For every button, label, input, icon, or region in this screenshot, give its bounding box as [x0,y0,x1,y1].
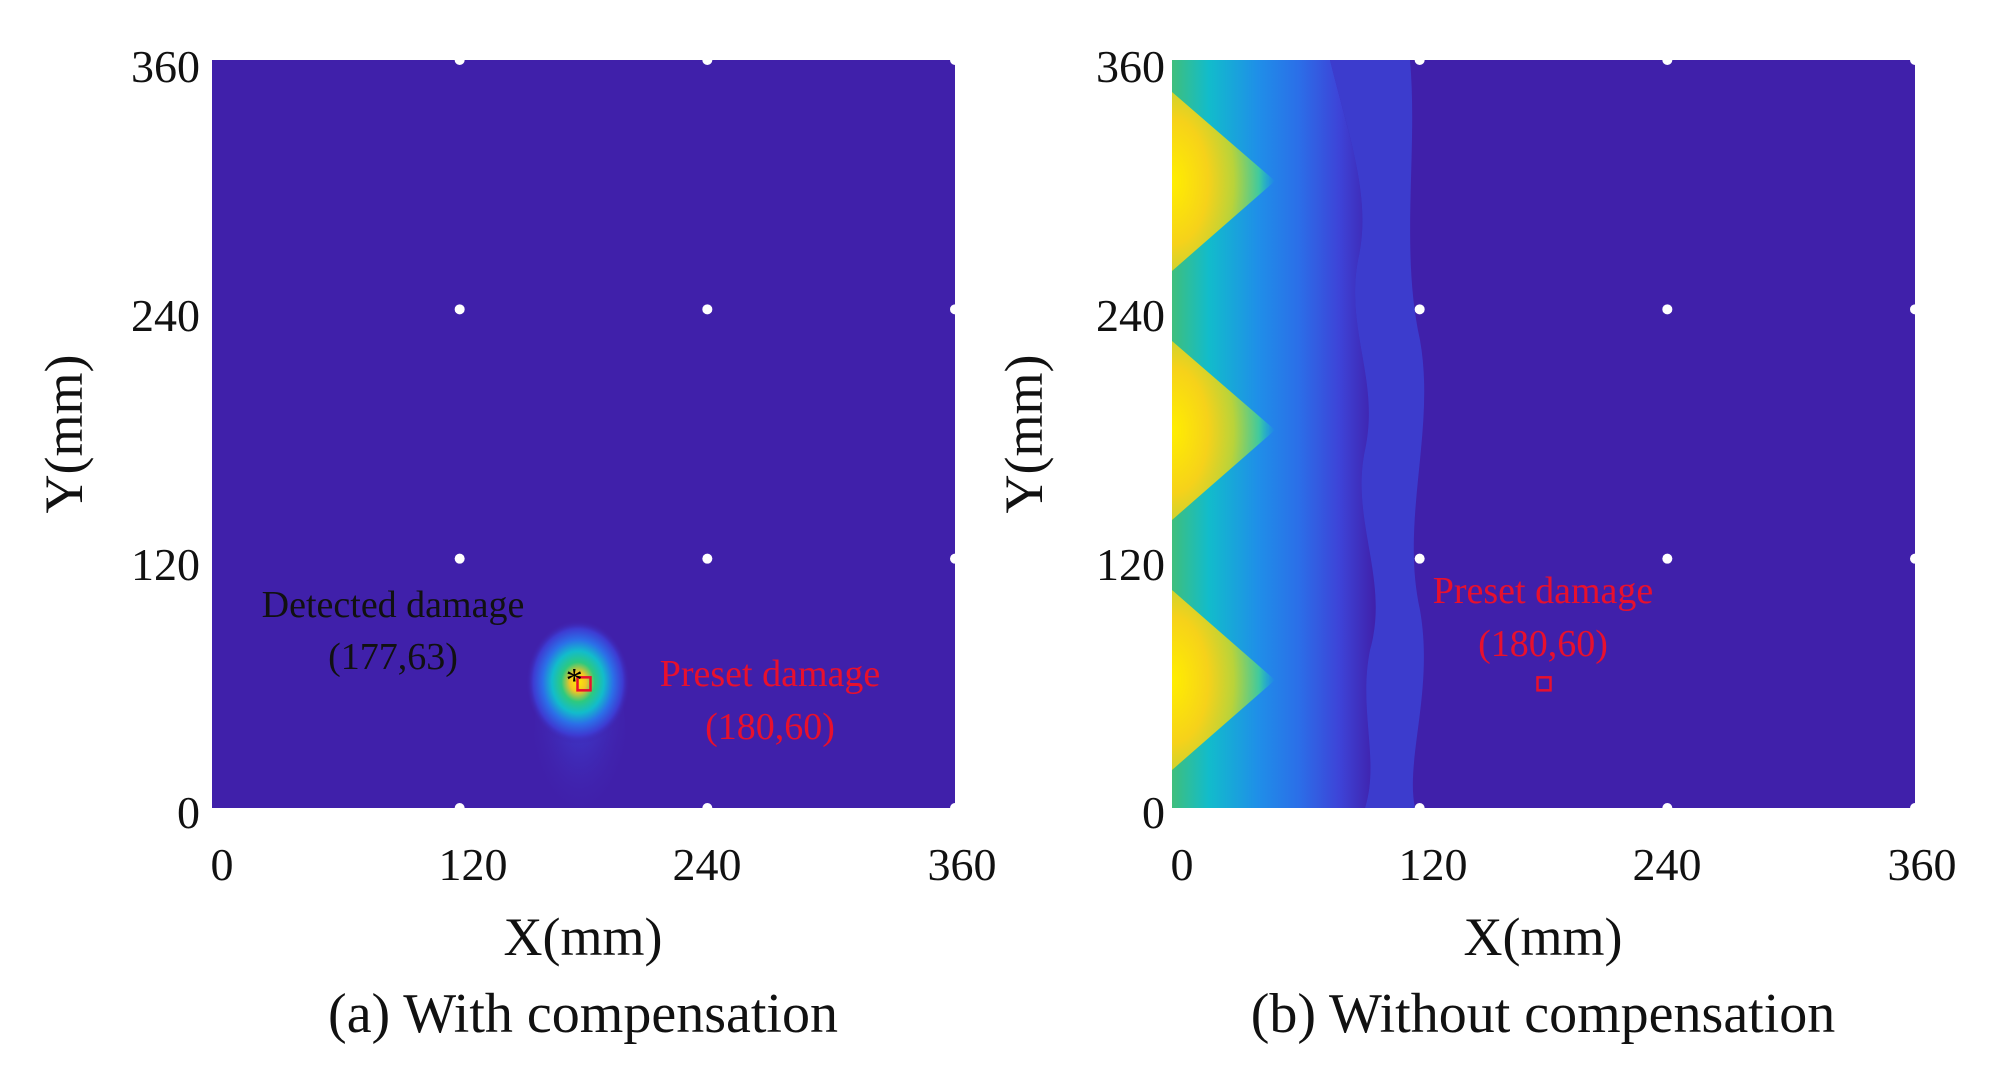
panel-b-xtick-360: 360 [1888,839,1957,890]
panel-b-ytick-240: 240 [1096,290,1165,341]
panel-b-sensor-dot [1910,55,1920,65]
panel-b-field [1172,60,1425,808]
panel-b-sensor-dot [1414,553,1425,564]
panel-a-caption: (a) With compensation [328,983,838,1045]
panel-b-sensor-dot [1414,803,1425,813]
panel-a-xtick-0: 0 [211,839,234,890]
panel-a-preset-damage-marker [576,676,592,692]
panel-b-ytick-0: 0 [1142,787,1165,838]
panel-a-ytick-120: 120 [131,539,200,590]
panel-b-hotspot-3 [1172,590,1275,770]
panel-a-sensor-dot [950,803,960,813]
panel-b-caption: (b) Without compensation [1251,983,1836,1045]
panel-b-wave-band-outer [1330,60,1425,808]
panel-a-sensor-dot [454,304,465,315]
panel-b: 360 240 120 0 0 120 240 360 Y(mm) X(mm) … [994,41,1957,1045]
panel-a-detected-coords: (177,63) [328,636,458,678]
panel-a-sensor-dot [702,803,713,813]
panel-b-sensor-dot [1662,55,1673,65]
panel-a-xtick-120: 120 [439,839,508,890]
panel-b-sensor-dot [1662,304,1673,315]
panel-b-ylabel: Y(mm) [994,355,1054,514]
panel-b-xtick-0: 0 [1171,839,1194,890]
panel-a-sensor-dot [950,55,960,65]
panel-b-preset-label: Preset damage [1433,570,1654,612]
panel-b-hotspot-2 [1172,341,1275,520]
panel-b-sensor-dot [1414,304,1425,315]
panel-a-field [526,620,630,808]
panel-a-ylabel: Y(mm) [34,355,94,514]
panel-a-detected-damage-marker: * [566,662,583,699]
panel-a-sensor-dot [702,553,713,564]
panel-a-sensors [454,55,960,813]
panel-b-sensor-dot [1910,304,1920,315]
panel-a: 360 240 120 0 0 120 240 360 Y(mm) X(mm) … [34,41,997,1045]
panel-b-sensor-dot [1910,553,1920,564]
panel-b-xtick-240: 240 [1633,839,1702,890]
panel-b-sensor-dot [1910,803,1920,813]
panel-b-sensor-dot [1414,55,1425,65]
panel-b-sensor-dot [1662,803,1673,813]
panel-a-sensor-dot [950,553,960,564]
panel-a-sensor-dot [950,304,960,315]
panel-a-sensor-dot [702,55,713,65]
panel-b-xtick-120: 120 [1399,839,1468,890]
panel-a-detected-label: Detected damage [262,584,525,626]
panel-a-sensor-dot [454,55,465,65]
panel-a-preset-label: Preset damage [660,653,881,695]
panel-a-ytick-360: 360 [131,41,200,92]
panel-b-ytick-120: 120 [1096,539,1165,590]
panel-a-preset-coords: (180,60) [705,706,835,748]
panel-b-hotspot-1 [1172,92,1275,271]
panel-a-sensor-dot [454,553,465,564]
panel-a-ytick-240: 240 [131,290,200,341]
panel-a-sensor-dot [454,803,465,813]
panel-b-preset-damage-marker [1536,676,1552,692]
panel-a-xlabel: X(mm) [504,907,663,967]
panel-a-ytick-0: 0 [177,787,200,838]
panel-b-xlabel: X(mm) [1464,907,1623,967]
panel-b-sensors [1414,55,1920,813]
panel-b-ytick-360: 360 [1096,41,1165,92]
panel-a-sensor-dot [702,304,713,315]
panel-a-xtick-240: 240 [673,839,742,890]
panel-a-xtick-360: 360 [928,839,997,890]
panel-b-sensor-dot [1662,553,1673,564]
panel-b-wave-band [1172,60,1376,808]
panel-b-preset-coords: (180,60) [1478,623,1608,665]
